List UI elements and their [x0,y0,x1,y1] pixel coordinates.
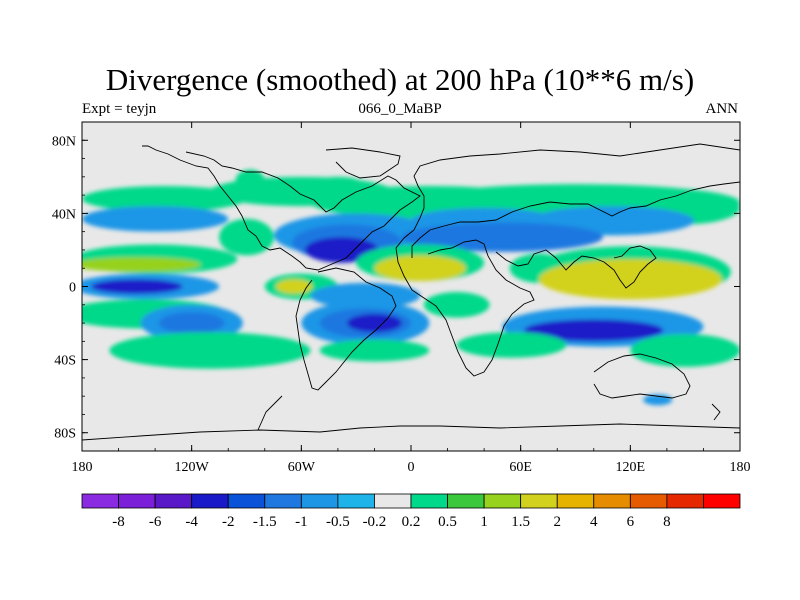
colorbar-swatch [264,493,302,509]
colorbar-swatch [300,493,339,509]
coastline-north-america [142,145,421,271]
colorbar-label: -4 [185,514,198,530]
divergence-region [524,319,664,342]
colorbar-swatch [447,493,485,509]
divergence-region [219,218,274,256]
coastline-eurasia-africa [395,143,740,377]
y-tick-label: 80S [54,427,76,442]
x-tick-label: 120W [175,460,210,475]
experiment-label: Expt = teyjn [82,101,157,117]
divergence-region [82,185,247,212]
colorbar-label: -2 [222,514,235,530]
colorbar-label: 2 [553,514,561,530]
divergence-region [158,312,225,335]
divergence-region [401,222,603,252]
colorbar-label: 8 [663,514,671,530]
colorbar-swatch [629,493,668,509]
coastline-peninsula [257,395,283,431]
y-tick-label: 40N [52,207,76,222]
x-axis: 180 120W 60W 0 60E 120E 180 [72,122,751,475]
colorbar-swatch [227,493,266,509]
colorbar-swatch [118,493,156,509]
divergence-region [275,279,313,294]
colorbar-swatch [556,493,595,509]
divergence-region [82,257,201,272]
colorbar-label: -0.5 [326,514,350,530]
colorbar-label: -6 [149,514,162,530]
colorbar: -8 -6 -4 -2 -1.5 -1 -0.5 -0.2 0.2 0.5 1 1.5 2 4 6 8 [81,493,741,530]
divergence-region [347,313,402,333]
colorbar-label: -8 [112,514,125,530]
y-axis: 80N 40N 0 40S 80S [52,134,740,442]
case-label: 066_0_MaBP [358,101,442,117]
coastline-southeast-asia [603,245,657,289]
colorbar-label: -1.5 [253,514,277,530]
divergence-region [630,334,740,367]
colorbar-label: 0.2 [402,514,421,530]
chart-title: Divergence (smoothed) at 200 hPa (10**6 … [105,62,695,97]
coastlines [82,143,740,441]
x-tick-label: 180 [72,460,93,475]
colorbar-label: -1 [295,514,308,530]
colorbar-swatch [374,493,412,509]
coastline-australia [593,353,691,399]
divergence-region [82,206,229,232]
colorbar-swatch [410,493,448,509]
colorbar-swatch [81,493,119,509]
colorbar-swatch [703,493,741,509]
x-tick-label: 60E [509,460,532,475]
colorbar-swatch [154,493,193,509]
colorbar-swatch [191,493,229,509]
colorbar-swatch [483,493,522,509]
colorbar-swatch [520,493,558,509]
coastline-arabia-india [495,249,605,271]
y-tick-label: 80N [52,134,76,149]
colorbar-label: -0.2 [363,514,387,530]
divergence-field [82,169,740,406]
x-tick-label: 120E [616,460,646,475]
coastline-greenland [325,147,401,179]
divergence-region [456,332,567,358]
colorbar-label: 0.5 [438,514,457,530]
coastline-south-america [295,267,397,391]
divergence-region [91,279,183,294]
x-tick-label: 60W [288,460,316,475]
divergence-region [109,332,311,369]
divergence-region [310,282,421,309]
x-tick-label: 180 [730,460,751,475]
colorbar-label: 4 [590,514,598,530]
y-tick-label: 0 [69,281,76,296]
colorbar-swatch [666,493,704,509]
colorbar-label: 1.5 [511,514,530,530]
coastline-antarctica [82,423,740,441]
divergence-region [538,259,722,300]
x-tick-label: 0 [408,460,415,475]
colorbar-label: 1 [480,514,488,530]
colorbar-swatch [593,493,631,509]
divergence-region [374,255,466,282]
season-label: ANN [705,101,739,117]
divergence-region [319,339,430,362]
coastline-new-zealand [711,403,721,421]
colorbar-swatch [337,493,375,509]
y-tick-label: 40S [54,354,76,369]
colorbar-label: 6 [627,514,635,530]
